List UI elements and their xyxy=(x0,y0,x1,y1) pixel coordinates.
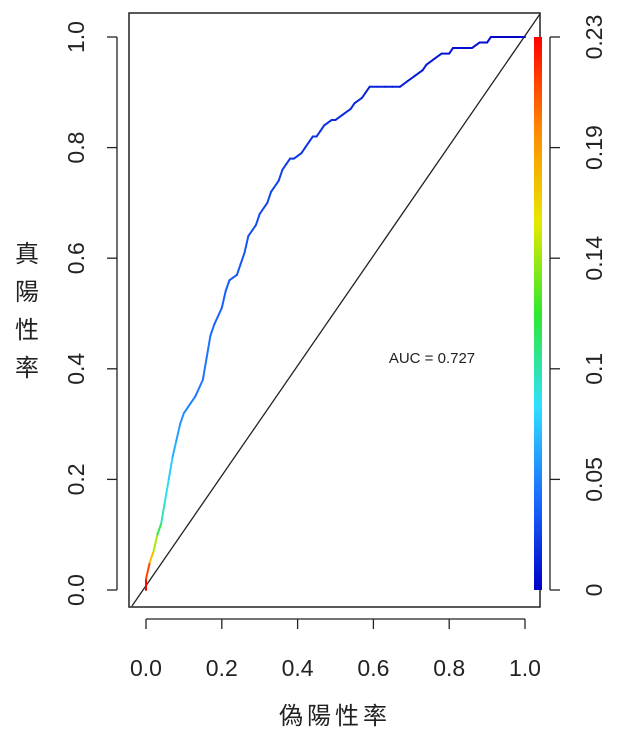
x-tick-label: 0.4 xyxy=(282,655,314,681)
roc-segment xyxy=(182,406,189,415)
roc-segment xyxy=(167,456,174,481)
roc-segment xyxy=(213,306,223,326)
colorbar-tick-label: 0.05 xyxy=(581,457,607,502)
roc-segment xyxy=(448,47,454,55)
y-tick-label: 1.0 xyxy=(63,21,89,53)
roc-segment xyxy=(425,58,436,66)
y-axis-title-char: 性 xyxy=(15,316,39,344)
roc-segment xyxy=(209,323,216,337)
x-tick-label: 0.6 xyxy=(357,655,389,681)
roc-segment xyxy=(334,113,345,121)
x-tick-label: 1.0 xyxy=(509,655,541,681)
y-tick-label: 0.4 xyxy=(63,353,89,385)
roc-segment xyxy=(421,63,428,72)
y-tick-label: 0.0 xyxy=(63,574,89,606)
roc-segment xyxy=(361,91,367,99)
roc-segment xyxy=(145,561,151,580)
roc-segment xyxy=(220,290,227,309)
roc-segment xyxy=(300,146,307,155)
roc-segment xyxy=(175,423,182,442)
roc-segment xyxy=(364,85,371,94)
y-axis-title-char: 真 xyxy=(15,240,39,268)
y-axis-title-char: 陽 xyxy=(15,278,39,306)
y-axis: 0.0 0.2 0.4 0.6 0.8 1.0 xyxy=(63,21,118,606)
roc-segment xyxy=(247,224,257,238)
roc-segment xyxy=(270,179,280,193)
roc-segment xyxy=(258,201,269,215)
colorbar-tick-label: 0.23 xyxy=(581,15,607,60)
roc-segment xyxy=(163,478,170,503)
roc-segment xyxy=(171,439,178,459)
roc-curve xyxy=(145,36,526,591)
x-axis: 0.0 0.2 0.4 0.6 0.8 1.0 xyxy=(130,618,541,681)
roc-segment xyxy=(349,102,356,110)
roc-segment xyxy=(179,412,185,426)
roc-segment xyxy=(315,130,322,138)
x-tick-label: 0.8 xyxy=(433,655,465,681)
roc-segment xyxy=(205,334,212,359)
roc-segment xyxy=(243,235,250,254)
x-axis-title: 偽陽性率 xyxy=(279,702,391,730)
roc-segment xyxy=(414,69,424,77)
roc-segment xyxy=(281,163,288,171)
roc-segment xyxy=(239,251,246,265)
y-tick-label: 0.2 xyxy=(63,463,89,495)
y-tick-label: 0.8 xyxy=(63,132,89,164)
x-tick-label: 0.0 xyxy=(130,655,162,681)
roc-segment xyxy=(353,96,364,105)
roc-segment xyxy=(224,279,231,293)
colorbar-tick-label: 0.19 xyxy=(581,125,607,170)
colorbar-axis: 0 0.05 0.1 0.14 0.19 0.23 xyxy=(549,15,607,597)
colorbar-tick-label: 0.14 xyxy=(581,236,607,281)
roc-segment xyxy=(152,533,159,553)
roc-segment xyxy=(266,190,273,204)
colorbar-tick-label: 0 xyxy=(581,584,607,597)
roc-segment xyxy=(342,107,352,116)
roc-segment xyxy=(156,522,163,536)
roc-segment xyxy=(194,378,204,398)
roc-segment xyxy=(254,212,261,227)
roc-segment xyxy=(304,135,314,149)
x-tick-label: 0.2 xyxy=(206,655,238,681)
roc-segment xyxy=(433,52,443,61)
colorbar xyxy=(534,37,542,590)
y-tick-label: 0.6 xyxy=(63,242,89,274)
roc-segment xyxy=(201,356,208,381)
roc-segment xyxy=(160,500,166,525)
roc-segment xyxy=(285,157,292,166)
roc-segment xyxy=(406,74,417,83)
colorbar-tick-label: 0.1 xyxy=(581,353,607,385)
roc-segment xyxy=(228,273,238,282)
roc-segment xyxy=(323,118,333,127)
plot-frame xyxy=(128,12,541,608)
auc-annotation: AUC = 0.727 xyxy=(389,350,475,367)
roc-segment xyxy=(235,262,242,276)
roc-segment xyxy=(398,80,409,88)
roc-segment xyxy=(186,395,197,409)
diagonal-reference-line xyxy=(131,13,541,607)
roc-segment xyxy=(319,124,326,133)
roc-segment xyxy=(148,550,155,564)
roc-segment xyxy=(277,168,284,182)
y-axis-title-char: 率 xyxy=(15,354,39,382)
roc-segment xyxy=(292,152,303,160)
roc-segment xyxy=(486,36,492,44)
roc-segment xyxy=(470,41,481,50)
